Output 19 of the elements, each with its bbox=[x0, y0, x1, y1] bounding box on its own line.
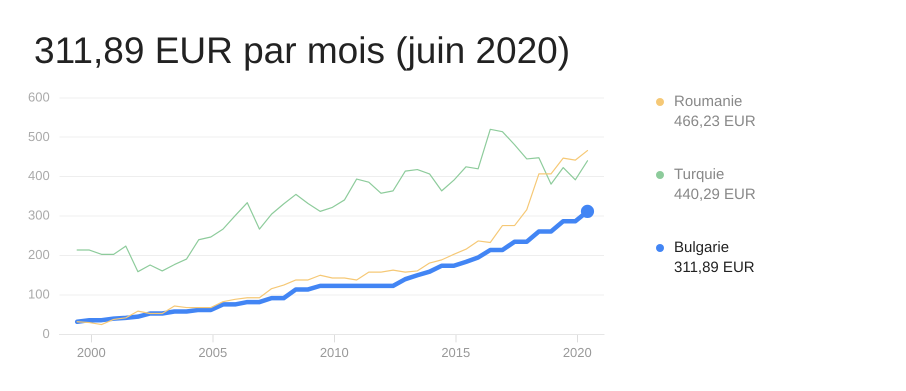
chart-title: 311,89 EUR par mois (juin 2020) bbox=[34, 30, 570, 72]
legend-label: Roumanie bbox=[674, 92, 744, 112]
y-tick-label: 600 bbox=[28, 89, 50, 104]
text: 440,29 EUR bbox=[674, 185, 756, 205]
text: 466,23 EUR bbox=[674, 112, 756, 132]
legend-label: Bulgarie bbox=[674, 238, 730, 258]
x-tick-label: 2015 bbox=[441, 344, 470, 360]
y-tick-label: 500 bbox=[28, 128, 50, 144]
x-tick-label: 2010 bbox=[320, 344, 349, 360]
y-tick-label: 400 bbox=[28, 168, 50, 184]
y-tick-label: 200 bbox=[28, 247, 50, 262]
y-tick-label: 100 bbox=[28, 286, 50, 302]
x-tick-label: 2020 bbox=[562, 344, 592, 360]
y-tick-label: 300 bbox=[28, 208, 50, 223]
x-tick-label: 2005 bbox=[198, 344, 228, 360]
x-tick-label: 2000 bbox=[76, 344, 106, 360]
y-tick-label: 0 bbox=[42, 326, 50, 341]
text: 311,89 EUR bbox=[674, 258, 755, 278]
legend-label: Turquie bbox=[674, 165, 726, 185]
